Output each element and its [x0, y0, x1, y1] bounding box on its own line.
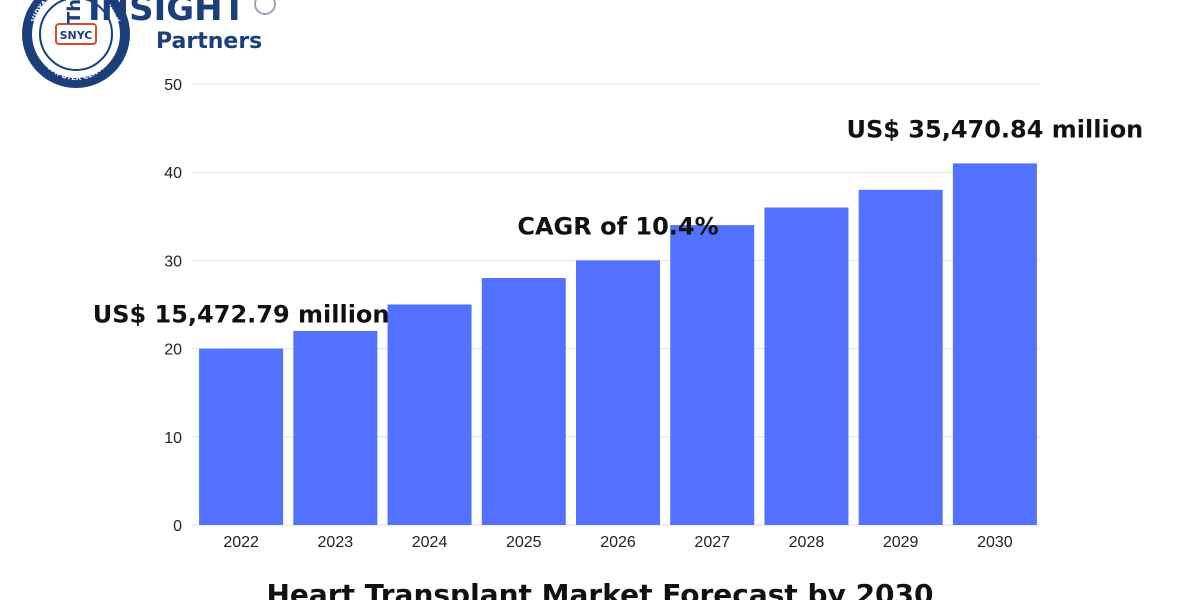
x-tick-label: 2027	[694, 534, 730, 551]
bar-2024	[387, 304, 472, 525]
bar-2026	[576, 260, 660, 525]
svg-text:The: The	[64, 0, 85, 24]
insight-partners-logo: The INSIGHT Partners	[64, 0, 276, 54]
bar-2025	[481, 278, 566, 525]
x-tick-label: 2023	[318, 534, 354, 551]
x-tick-label: 2026	[600, 534, 636, 551]
y-tick-label: 20	[164, 342, 182, 359]
y-tick-label: 0	[173, 518, 182, 535]
bar-2030	[952, 163, 1037, 525]
x-tick-label: 2028	[789, 534, 825, 551]
x-tick-label: 2024	[412, 534, 448, 551]
x-tick-label: 2030	[977, 534, 1013, 551]
bars	[199, 163, 1037, 526]
bar-2028	[764, 207, 849, 526]
y-tick-label: 10	[164, 430, 182, 447]
annotation-label: US$ 15,472.79 million	[93, 301, 390, 329]
annotation-label: CAGR of 10.4%	[517, 212, 718, 240]
chart-title: Heart Transplant Market Forecast by 2030	[266, 578, 933, 600]
annotations: US$ 15,472.79 million CAGR of 10.4% US$ 35…	[93, 115, 1144, 328]
x-axis-ticks: 2022 2023 2024 2025 2026 2027 2028 2029 2030	[223, 534, 1012, 551]
bar-2023	[293, 330, 378, 525]
y-tick-label: 50	[164, 77, 182, 94]
snyc-seal-logo: VIDYASAGAR ANGEL YOUTH COMPUTER CENTRE S…	[22, 0, 130, 88]
x-tick-label: 2022	[223, 534, 259, 551]
y-tick-label: 40	[164, 165, 182, 182]
annotation-label: US$ 35,470.84 million	[846, 115, 1143, 143]
x-tick-label: 2029	[883, 534, 919, 551]
x-tick-label: 2025	[506, 534, 542, 551]
y-tick-label: 30	[164, 253, 182, 270]
bar-2022	[199, 348, 284, 525]
svg-text:SNYC: SNYC	[60, 29, 93, 42]
svg-text:Partners: Partners	[156, 29, 262, 54]
y-axis-ticks: 0 10 20 30 40 50	[164, 77, 182, 535]
bar-2027	[670, 225, 755, 525]
bar-2029	[858, 189, 943, 525]
svg-text:INSIGHT: INSIGHT	[88, 0, 247, 29]
